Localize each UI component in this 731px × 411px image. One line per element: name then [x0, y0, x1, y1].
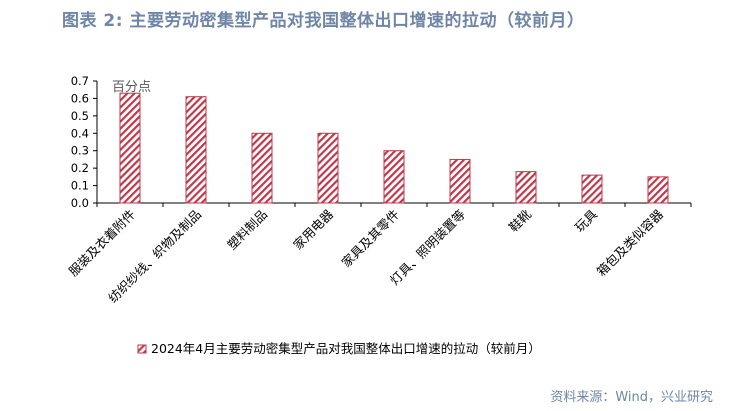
figure-title: 图表 2: 主要劳动密集型产品对我国整体出口增速的拉动（较前月） — [62, 11, 585, 31]
x-category-label: 服装及衣着附件 — [66, 207, 138, 279]
source-note: 资料来源：Wind，兴业研究 — [550, 390, 713, 405]
x-category-label: 玩具 — [572, 206, 601, 235]
bar-1 — [119, 92, 141, 204]
bar-2 — [185, 96, 207, 204]
x-category-label: 鞋靴 — [506, 206, 535, 235]
y-tick-label: 0.6 — [71, 91, 89, 105]
bar-3 — [251, 132, 273, 204]
y-unit-label: 百分点 — [112, 80, 151, 95]
bar-8 — [581, 174, 603, 204]
x-category-label: 家具及其零件 — [338, 207, 402, 271]
bar-7 — [515, 171, 537, 204]
legend-swatch — [137, 344, 147, 354]
y-tick-label: 0.4 — [71, 126, 89, 140]
bar-4 — [317, 132, 339, 204]
y-tick-label: 0.5 — [71, 109, 89, 123]
x-category-label: 塑料制品 — [224, 207, 270, 253]
bar-5 — [383, 150, 405, 204]
bar-9 — [647, 176, 669, 204]
x-category-label: 箱包及类似容器 — [594, 206, 667, 279]
y-tick-label: 0.7 — [71, 74, 89, 88]
y-tick-label: 0.3 — [71, 144, 89, 158]
y-tick-label: 0.2 — [71, 161, 89, 175]
x-category-label: 家用电器 — [290, 206, 336, 252]
bar-6 — [449, 158, 471, 204]
y-tick-label: 0.1 — [71, 179, 89, 193]
legend-label: 2024年4月主要劳动密集型产品对我国整体出口增速的拉动（较前月） — [151, 341, 541, 356]
y-tick-label: 0.0 — [71, 196, 89, 210]
